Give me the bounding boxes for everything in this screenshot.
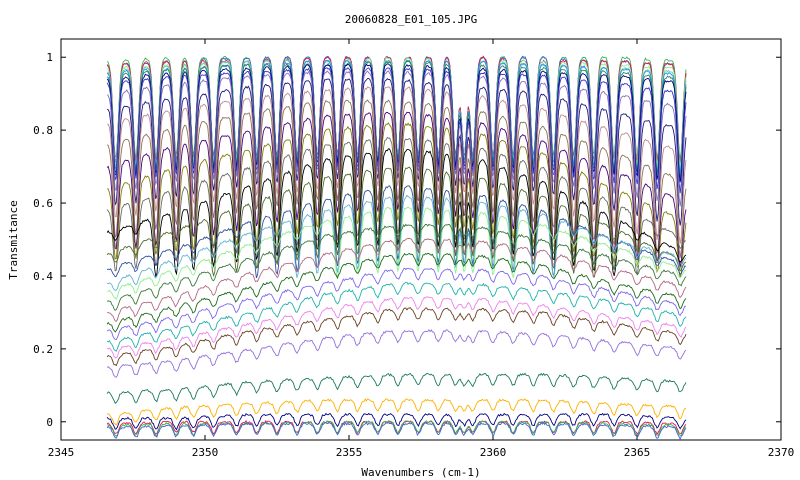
x-tick-label: 2350 xyxy=(192,446,219,459)
y-tick-label: 0 xyxy=(46,416,53,429)
x-tick-label: 2345 xyxy=(48,446,75,459)
y-tick-label: 0.6 xyxy=(33,197,53,210)
spectrum-line xyxy=(106,296,687,359)
y-axis: 0 0.2 0.4 0.6 0.8 1 xyxy=(33,51,781,429)
spectrum-line xyxy=(106,419,687,436)
chart-title: 20060828_E01_105.JPG xyxy=(345,13,477,26)
x-tick-label: 2360 xyxy=(480,446,507,459)
y-tick-label: 0.8 xyxy=(33,124,53,137)
spectrum-line xyxy=(107,420,686,437)
y-tick-label: 0.2 xyxy=(33,343,53,356)
y-axis-label: Transmitance xyxy=(7,200,20,279)
x-axis: 2345 2350 2355 2360 2365 2370 xyxy=(48,39,795,459)
y-tick-label: 0.4 xyxy=(33,270,53,283)
y-tick-label: 1 xyxy=(46,51,53,64)
plot-frame xyxy=(60,38,782,441)
spectrum-line xyxy=(107,206,687,300)
spectrum-line xyxy=(106,86,687,244)
spectrum-line xyxy=(106,99,687,258)
x-tick-label: 2365 xyxy=(624,446,651,459)
spectrum-line xyxy=(106,307,687,367)
spectrum-line xyxy=(106,252,687,333)
series-group xyxy=(106,55,687,441)
spectrum-line xyxy=(106,223,687,312)
x-axis-label: Wavenumbers (cm-1) xyxy=(361,466,480,479)
spectrum-line xyxy=(106,398,687,426)
spectrum-line xyxy=(106,148,687,277)
spectrum-line xyxy=(106,281,687,352)
spectrum-line xyxy=(106,329,687,378)
spectrum-line xyxy=(106,372,687,405)
spectrum-line xyxy=(106,412,687,431)
spectrum-line xyxy=(106,421,687,441)
spectrum-line xyxy=(106,111,687,268)
spectrum-line xyxy=(106,267,687,341)
spectrum-line xyxy=(107,238,687,322)
x-tick-label: 2355 xyxy=(336,446,363,459)
spectrum-line xyxy=(107,122,687,278)
x-tick-label: 2370 xyxy=(768,446,795,459)
